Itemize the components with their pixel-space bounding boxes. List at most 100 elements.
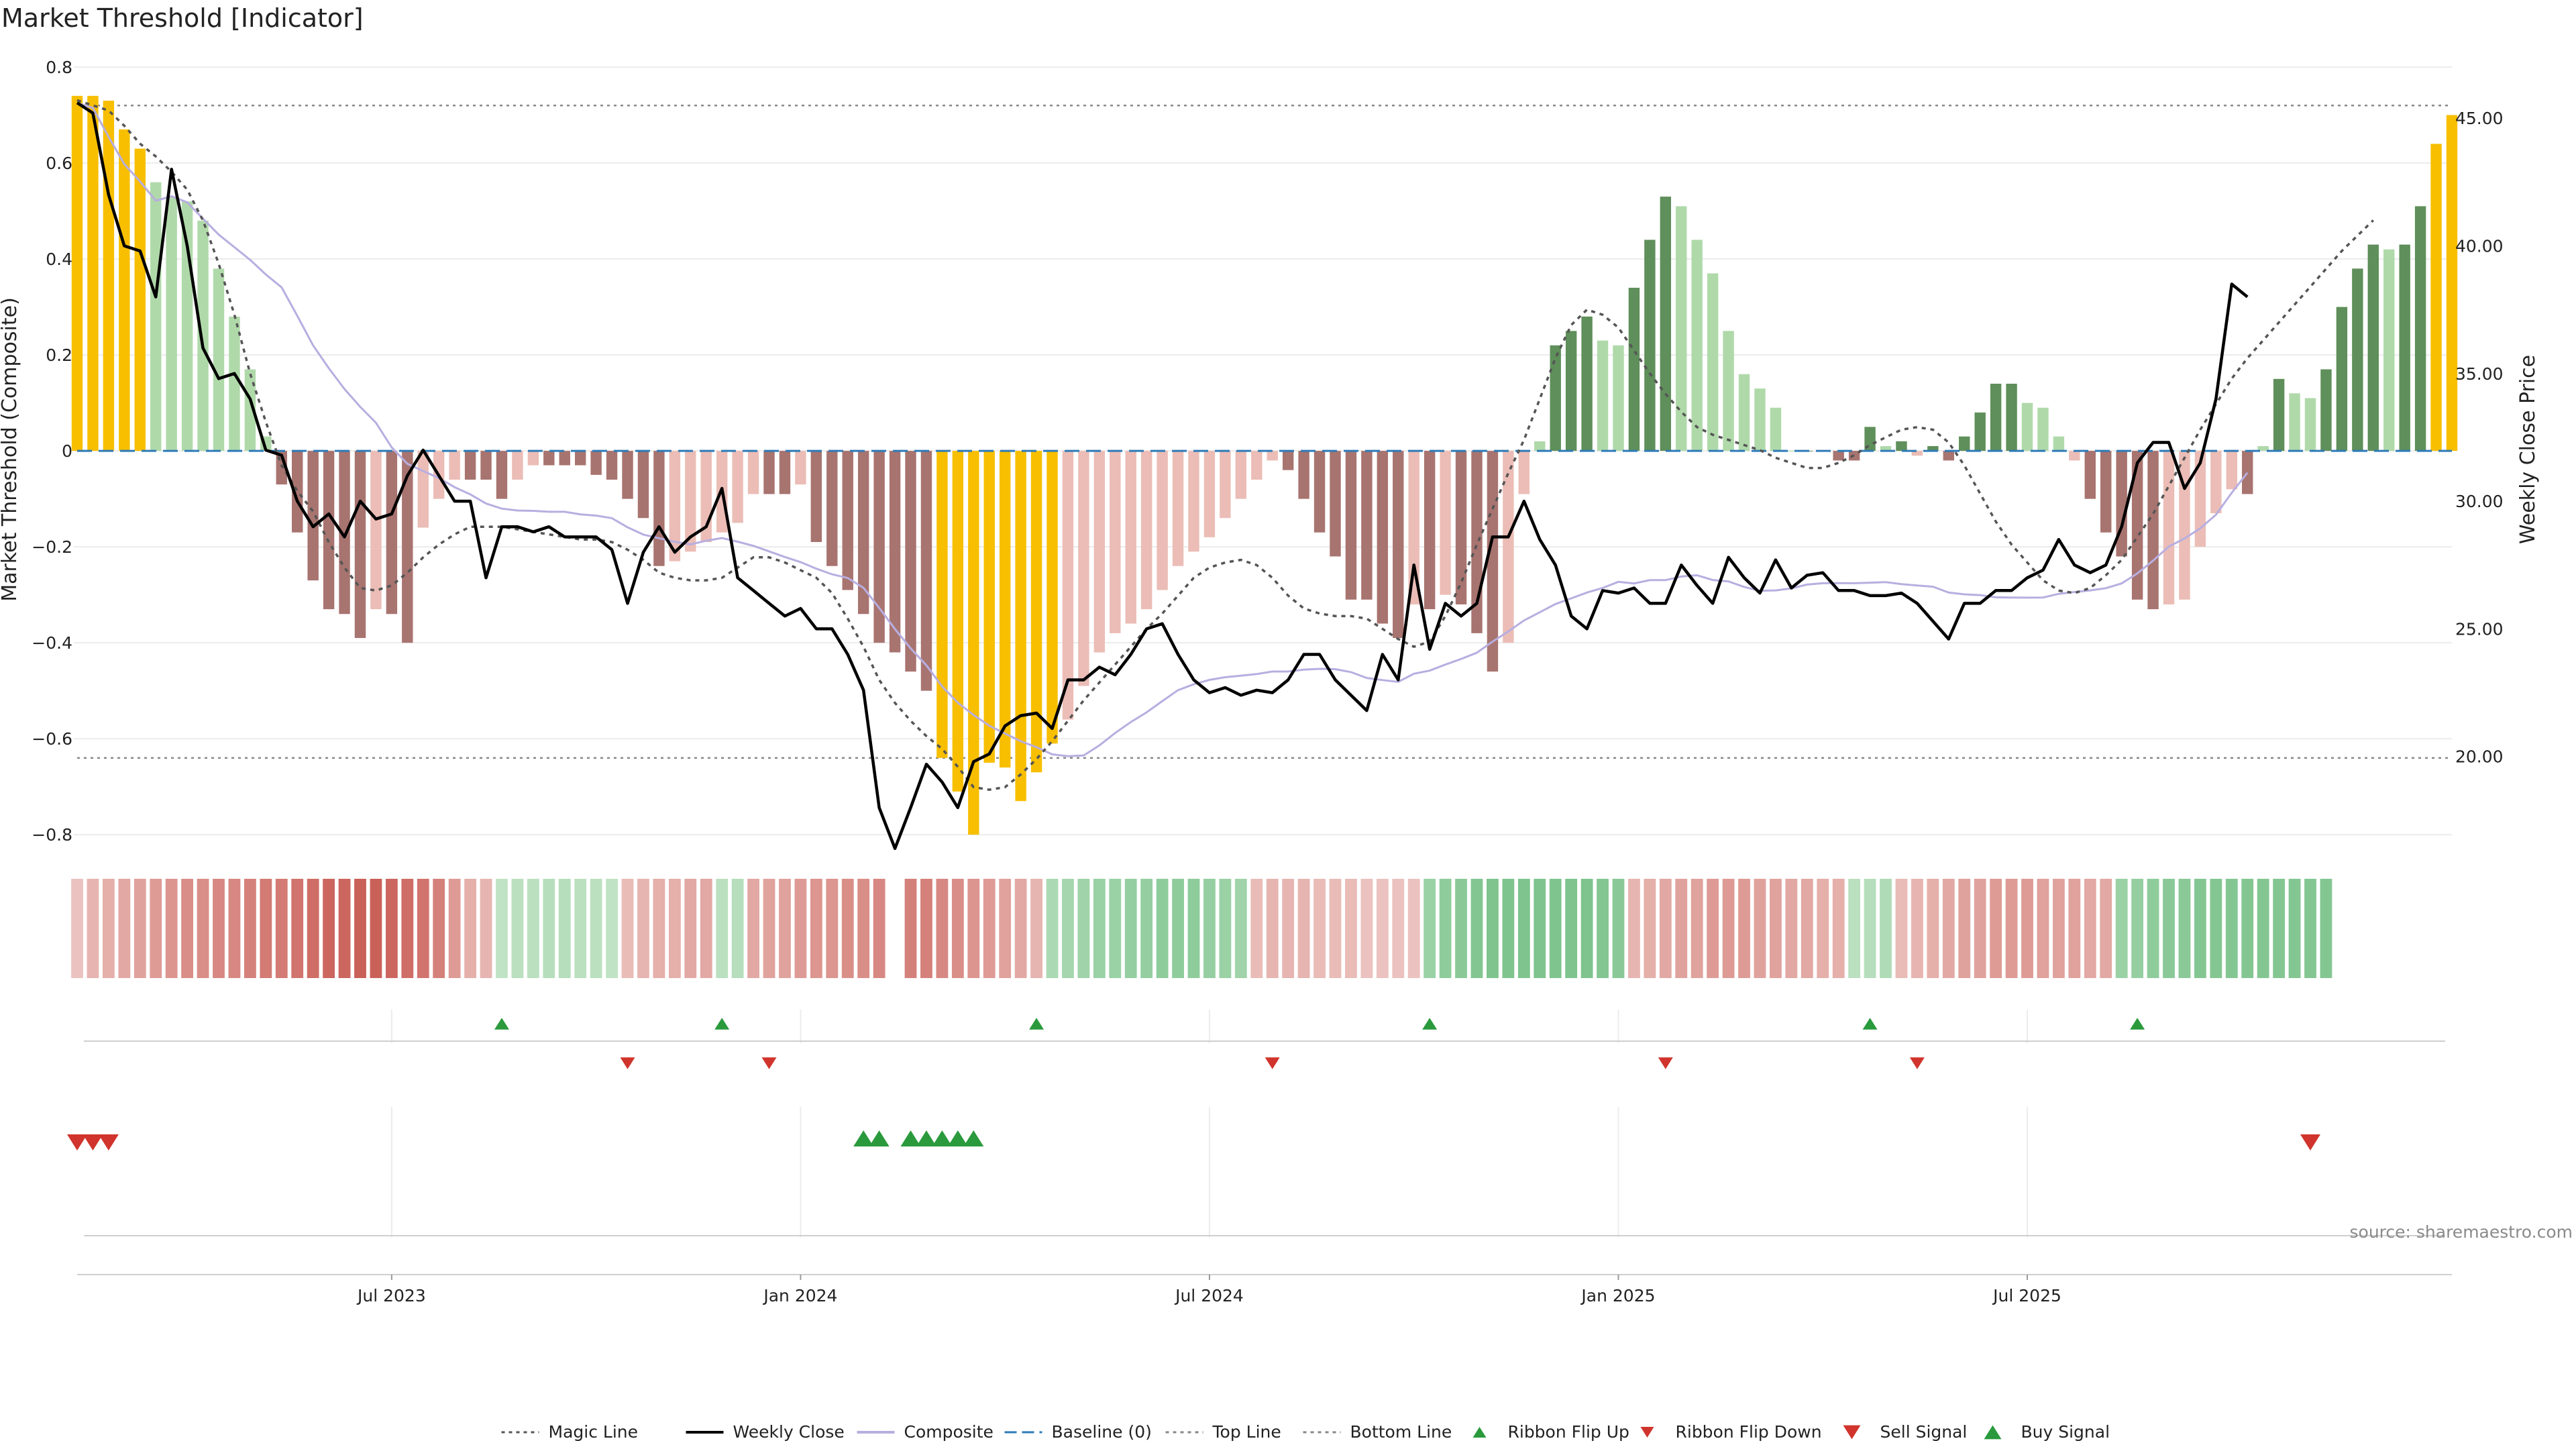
- ribbon-cell: [1958, 879, 1971, 978]
- ribbon-cell: [1455, 879, 1467, 978]
- legend-item: Bottom Line: [1303, 1422, 1452, 1442]
- ribbon-cell: [150, 879, 162, 978]
- composite-bar: [166, 197, 177, 451]
- ribbon-cell: [2052, 879, 2065, 978]
- lines-layer: [76, 99, 2452, 851]
- legend-label: Composite: [904, 1422, 994, 1442]
- ribbon-cell: [1140, 879, 1153, 978]
- composite-bar: [1220, 451, 1231, 519]
- ribbon-cell: [574, 879, 587, 978]
- ribbon-cell: [291, 879, 304, 978]
- y-tick-label: 0: [62, 441, 72, 461]
- ribbon-cell: [1580, 879, 1593, 978]
- buy-signal-marker: [932, 1130, 953, 1146]
- composite-bar: [936, 451, 948, 758]
- composite-bar: [1235, 451, 1247, 499]
- composite-bar: [2367, 244, 2379, 451]
- legend-item: Ribbon Flip Down: [1640, 1422, 1822, 1442]
- ribbon-cell: [1785, 879, 1798, 978]
- y-axis-label-left: Market Threshold (Composite): [0, 297, 21, 602]
- ribbon-cell: [1313, 879, 1326, 978]
- composite-bar: [1581, 316, 1593, 451]
- composite-bar: [103, 101, 115, 451]
- ribbon-cell: [1675, 879, 1688, 978]
- composite-bar: [1345, 451, 1357, 600]
- composite-bars: [71, 95, 2458, 835]
- ribbon-cell: [527, 879, 539, 978]
- composite-bar: [1833, 451, 1844, 461]
- composite-bar: [2131, 451, 2143, 600]
- ribbon-cell: [2115, 879, 2128, 978]
- ribbon-cell: [1392, 879, 1405, 978]
- buy-signal-marker: [900, 1130, 921, 1146]
- legend-label: Ribbon Flip Up: [1508, 1422, 1629, 1442]
- ribbon-cell: [716, 879, 729, 978]
- composite-bar: [1550, 345, 1561, 451]
- y-tick-label: −0.2: [32, 537, 72, 557]
- y-tick-label: 0.6: [46, 154, 72, 173]
- composite-bar: [1880, 445, 1892, 451]
- sell-signal-marker: [67, 1134, 87, 1150]
- composite-bar: [1896, 441, 1907, 451]
- composite-bar: [2116, 451, 2127, 557]
- composite-bar: [244, 369, 256, 451]
- composite-bar: [747, 451, 759, 494]
- ribbon-flip-down-marker: [1265, 1057, 1280, 1069]
- ribbon-cell: [433, 879, 445, 978]
- weekly-close-line: [76, 101, 2249, 851]
- composite-bar: [464, 451, 476, 480]
- composite-bar: [685, 451, 696, 552]
- x-tick-label: Jan 2025: [1580, 1286, 1655, 1305]
- composite-bar: [2304, 398, 2316, 451]
- ribbon-cell: [1014, 879, 1027, 978]
- composite-bar: [2289, 393, 2300, 451]
- ribbon-cell: [637, 879, 649, 978]
- ribbon-cell: [1659, 879, 1672, 978]
- ribbon-cell: [1895, 879, 1908, 978]
- legend-item: Magic Line: [501, 1422, 638, 1442]
- ribbon-cell: [354, 879, 366, 978]
- ribbon-cell: [967, 879, 980, 978]
- composite-bar: [1723, 331, 1734, 451]
- ribbon-cell: [2037, 879, 2049, 978]
- composite-bar: [1046, 451, 1058, 744]
- composite-bar: [1062, 451, 1074, 720]
- composite-bar: [606, 451, 618, 480]
- composite-bar: [2037, 407, 2049, 451]
- composite-bar: [1738, 374, 1750, 451]
- composite-bar: [1565, 331, 1577, 451]
- composite-bar: [1660, 197, 1672, 451]
- ribbon-cell: [1203, 879, 1216, 978]
- composite-bar: [323, 451, 335, 610]
- ribbon-cell: [1030, 879, 1042, 978]
- ribbon-flip-up-marker: [494, 1018, 509, 1030]
- composite-bar: [1911, 451, 1923, 456]
- composite-bar: [559, 451, 570, 466]
- legend-label: Baseline (0): [1052, 1422, 1152, 1442]
- composite-bar: [197, 220, 209, 451]
- ribbon-cell: [590, 879, 602, 978]
- composite-bar: [1534, 441, 1546, 451]
- ribbon-cell: [1345, 879, 1357, 978]
- composite-bar: [842, 451, 853, 590]
- composite-bar: [1093, 451, 1106, 653]
- ribbon-cell: [1376, 879, 1389, 978]
- ribbon-cell: [1927, 879, 1939, 978]
- ribbon-cell: [181, 879, 194, 978]
- ribbon-cell: [1942, 879, 1955, 978]
- composite-bar: [889, 451, 901, 653]
- composite-bar: [1440, 451, 1451, 595]
- y-right-tick-label: 25.00: [2455, 619, 2504, 639]
- ribbon-cell: [1156, 879, 1169, 978]
- ribbon-cell: [1109, 879, 1122, 978]
- legend-swatch: [1640, 1427, 1654, 1438]
- composite-bar: [1503, 451, 1514, 643]
- composite-bar: [1015, 451, 1026, 802]
- legend-label: Ribbon Flip Down: [1676, 1422, 1822, 1442]
- composite-bar: [2226, 451, 2237, 490]
- ribbon-cell: [511, 879, 524, 978]
- composite-bar: [1408, 451, 1419, 604]
- composite-bar: [354, 451, 366, 639]
- ribbon-cell: [873, 879, 885, 978]
- composite-bar: [637, 451, 649, 519]
